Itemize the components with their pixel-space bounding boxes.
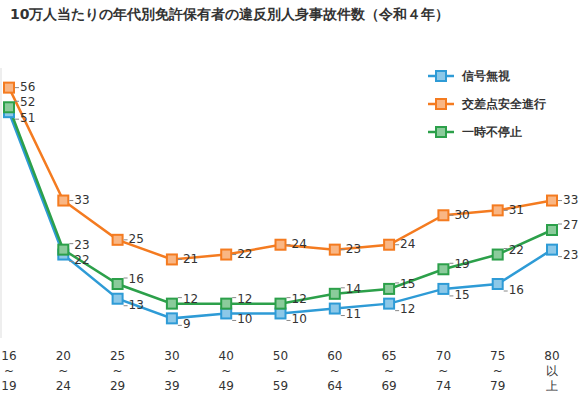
svg-text:22: 22 xyxy=(509,243,524,257)
svg-text:69: 69 xyxy=(381,379,396,393)
svg-text:22: 22 xyxy=(237,247,252,261)
svg-text:25: 25 xyxy=(129,232,144,246)
svg-text:22: 22 xyxy=(74,253,89,267)
svg-text:49: 49 xyxy=(219,379,234,393)
svg-text:79: 79 xyxy=(490,379,505,393)
svg-text:13: 13 xyxy=(129,298,144,312)
svg-text:59: 59 xyxy=(273,379,288,393)
svg-text:10: 10 xyxy=(237,312,252,326)
svg-text:23: 23 xyxy=(346,242,361,256)
svg-text:上: 上 xyxy=(546,379,558,393)
svg-text:~: ~ xyxy=(221,364,231,378)
svg-text:40: 40 xyxy=(219,349,234,363)
svg-text:~: ~ xyxy=(58,364,68,378)
html-text:信号無視: 信号無視 xyxy=(462,68,510,83)
html-text:交差点安全進行: 交差点安全進行 xyxy=(462,96,546,111)
svg-text:33: 33 xyxy=(563,193,571,207)
svg-text:9: 9 xyxy=(183,317,191,331)
svg-text:16: 16 xyxy=(129,272,144,286)
svg-text:80: 80 xyxy=(544,349,559,363)
svg-text:11: 11 xyxy=(346,307,361,321)
svg-text:23: 23 xyxy=(563,248,571,262)
html-text:一時不停止: 一時不停止 xyxy=(462,124,522,139)
svg-text:75: 75 xyxy=(490,349,505,363)
svg-text:24: 24 xyxy=(56,379,71,393)
svg-text:65: 65 xyxy=(381,349,396,363)
svg-text:27: 27 xyxy=(563,218,571,232)
svg-text:74: 74 xyxy=(436,379,451,393)
svg-text:10: 10 xyxy=(292,312,307,326)
svg-text:~: ~ xyxy=(438,364,448,378)
svg-text:~: ~ xyxy=(330,364,340,378)
svg-text:25: 25 xyxy=(110,349,125,363)
svg-text:21: 21 xyxy=(183,252,198,266)
svg-text:15: 15 xyxy=(454,288,469,302)
svg-text:56: 56 xyxy=(20,80,35,94)
svg-text:19: 19 xyxy=(454,257,469,271)
svg-text:~: ~ xyxy=(8,364,14,378)
svg-text:~: ~ xyxy=(384,364,394,378)
svg-text:12: 12 xyxy=(183,292,198,306)
svg-text:12: 12 xyxy=(292,292,307,306)
svg-text:24: 24 xyxy=(400,237,415,251)
svg-text:24: 24 xyxy=(292,237,307,251)
svg-text:19: 19 xyxy=(8,379,17,393)
svg-text:16: 16 xyxy=(509,283,524,297)
svg-text:29: 29 xyxy=(110,379,125,393)
svg-text:39: 39 xyxy=(164,379,179,393)
svg-text:~: ~ xyxy=(493,364,503,378)
svg-text:31: 31 xyxy=(509,203,524,217)
svg-text:51: 51 xyxy=(20,111,35,125)
svg-text:70: 70 xyxy=(436,349,451,363)
svg-text:52: 52 xyxy=(20,95,35,109)
svg-text:33: 33 xyxy=(74,193,89,207)
svg-text:60: 60 xyxy=(327,349,342,363)
svg-text:16: 16 xyxy=(8,349,17,363)
svg-text:14: 14 xyxy=(346,282,361,296)
svg-text:~: ~ xyxy=(275,364,285,378)
svg-text:20: 20 xyxy=(56,349,71,363)
svg-text:50: 50 xyxy=(273,349,288,363)
svg-text:15: 15 xyxy=(400,277,415,291)
svg-text:12: 12 xyxy=(237,292,252,306)
svg-text:30: 30 xyxy=(454,208,469,222)
svg-text:以: 以 xyxy=(546,364,558,378)
html-text:10万人当たりの年代別免許保有者の違反別人身事故件数（令和４: 10万人当たりの年代別免許保有者の違反別人身事故件数（令和４年） xyxy=(10,6,450,22)
svg-text:64: 64 xyxy=(327,379,342,393)
svg-text:12: 12 xyxy=(400,302,415,316)
svg-text:30: 30 xyxy=(164,349,179,363)
svg-text:23: 23 xyxy=(74,238,89,252)
svg-text:~: ~ xyxy=(113,364,123,378)
svg-text:~: ~ xyxy=(167,364,177,378)
